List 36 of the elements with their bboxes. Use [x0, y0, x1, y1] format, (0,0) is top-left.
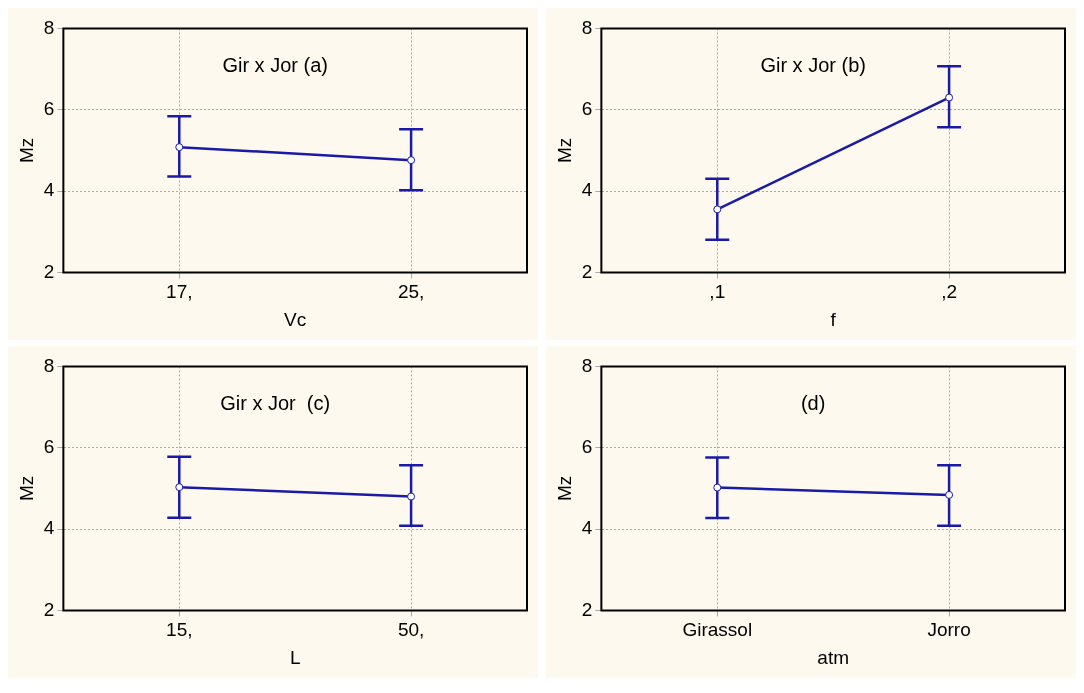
y-tick-label: 8	[43, 354, 55, 376]
y-tick-label: 6	[581, 435, 593, 457]
y-axis-title: Mz	[15, 475, 37, 502]
x-axis-title: L	[289, 646, 301, 668]
y-tick-label: 6	[43, 97, 55, 119]
x-tick-label: ,2	[941, 281, 958, 303]
y-tick-label: 2	[581, 260, 593, 282]
y-axis-title: Mz	[553, 137, 575, 164]
y-tick-label: 4	[43, 517, 55, 539]
annotation: Gir x Jor (a)	[222, 53, 328, 76]
y-tick-label: 2	[43, 260, 55, 282]
y-axis-title: Mz	[553, 475, 575, 502]
x-axis-title: f	[830, 308, 837, 330]
y-tick-label: 4	[581, 179, 593, 201]
x-tick-label: 17,	[166, 281, 193, 303]
x-tick-label: 15,	[166, 619, 193, 641]
x-axis-title: Vc	[284, 308, 307, 330]
x-tick-label: 25,	[397, 281, 425, 303]
annotation: (d)	[800, 391, 826, 414]
y-tick-label: 8	[43, 16, 55, 38]
y-tick-label: 4	[43, 179, 55, 201]
annotation: Gir x Jor (c)	[220, 391, 331, 414]
x-axis-title: atm	[817, 646, 850, 668]
y-axis-title: Mz	[15, 137, 37, 164]
y-tick-label: 8	[581, 354, 593, 376]
y-tick-label: 4	[581, 517, 593, 539]
y-tick-label: 6	[43, 435, 55, 457]
x-tick-label: Jorro	[927, 619, 971, 641]
y-tick-label: 6	[581, 97, 593, 119]
x-tick-label: ,1	[709, 281, 726, 303]
x-tick-label: Girassol	[682, 619, 753, 641]
y-tick-label: 2	[43, 598, 55, 620]
annotation: Gir x Jor (b)	[760, 53, 866, 76]
x-tick-label: 50,	[397, 619, 425, 641]
y-tick-label: 2	[581, 598, 593, 620]
y-tick-label: 8	[581, 16, 593, 38]
